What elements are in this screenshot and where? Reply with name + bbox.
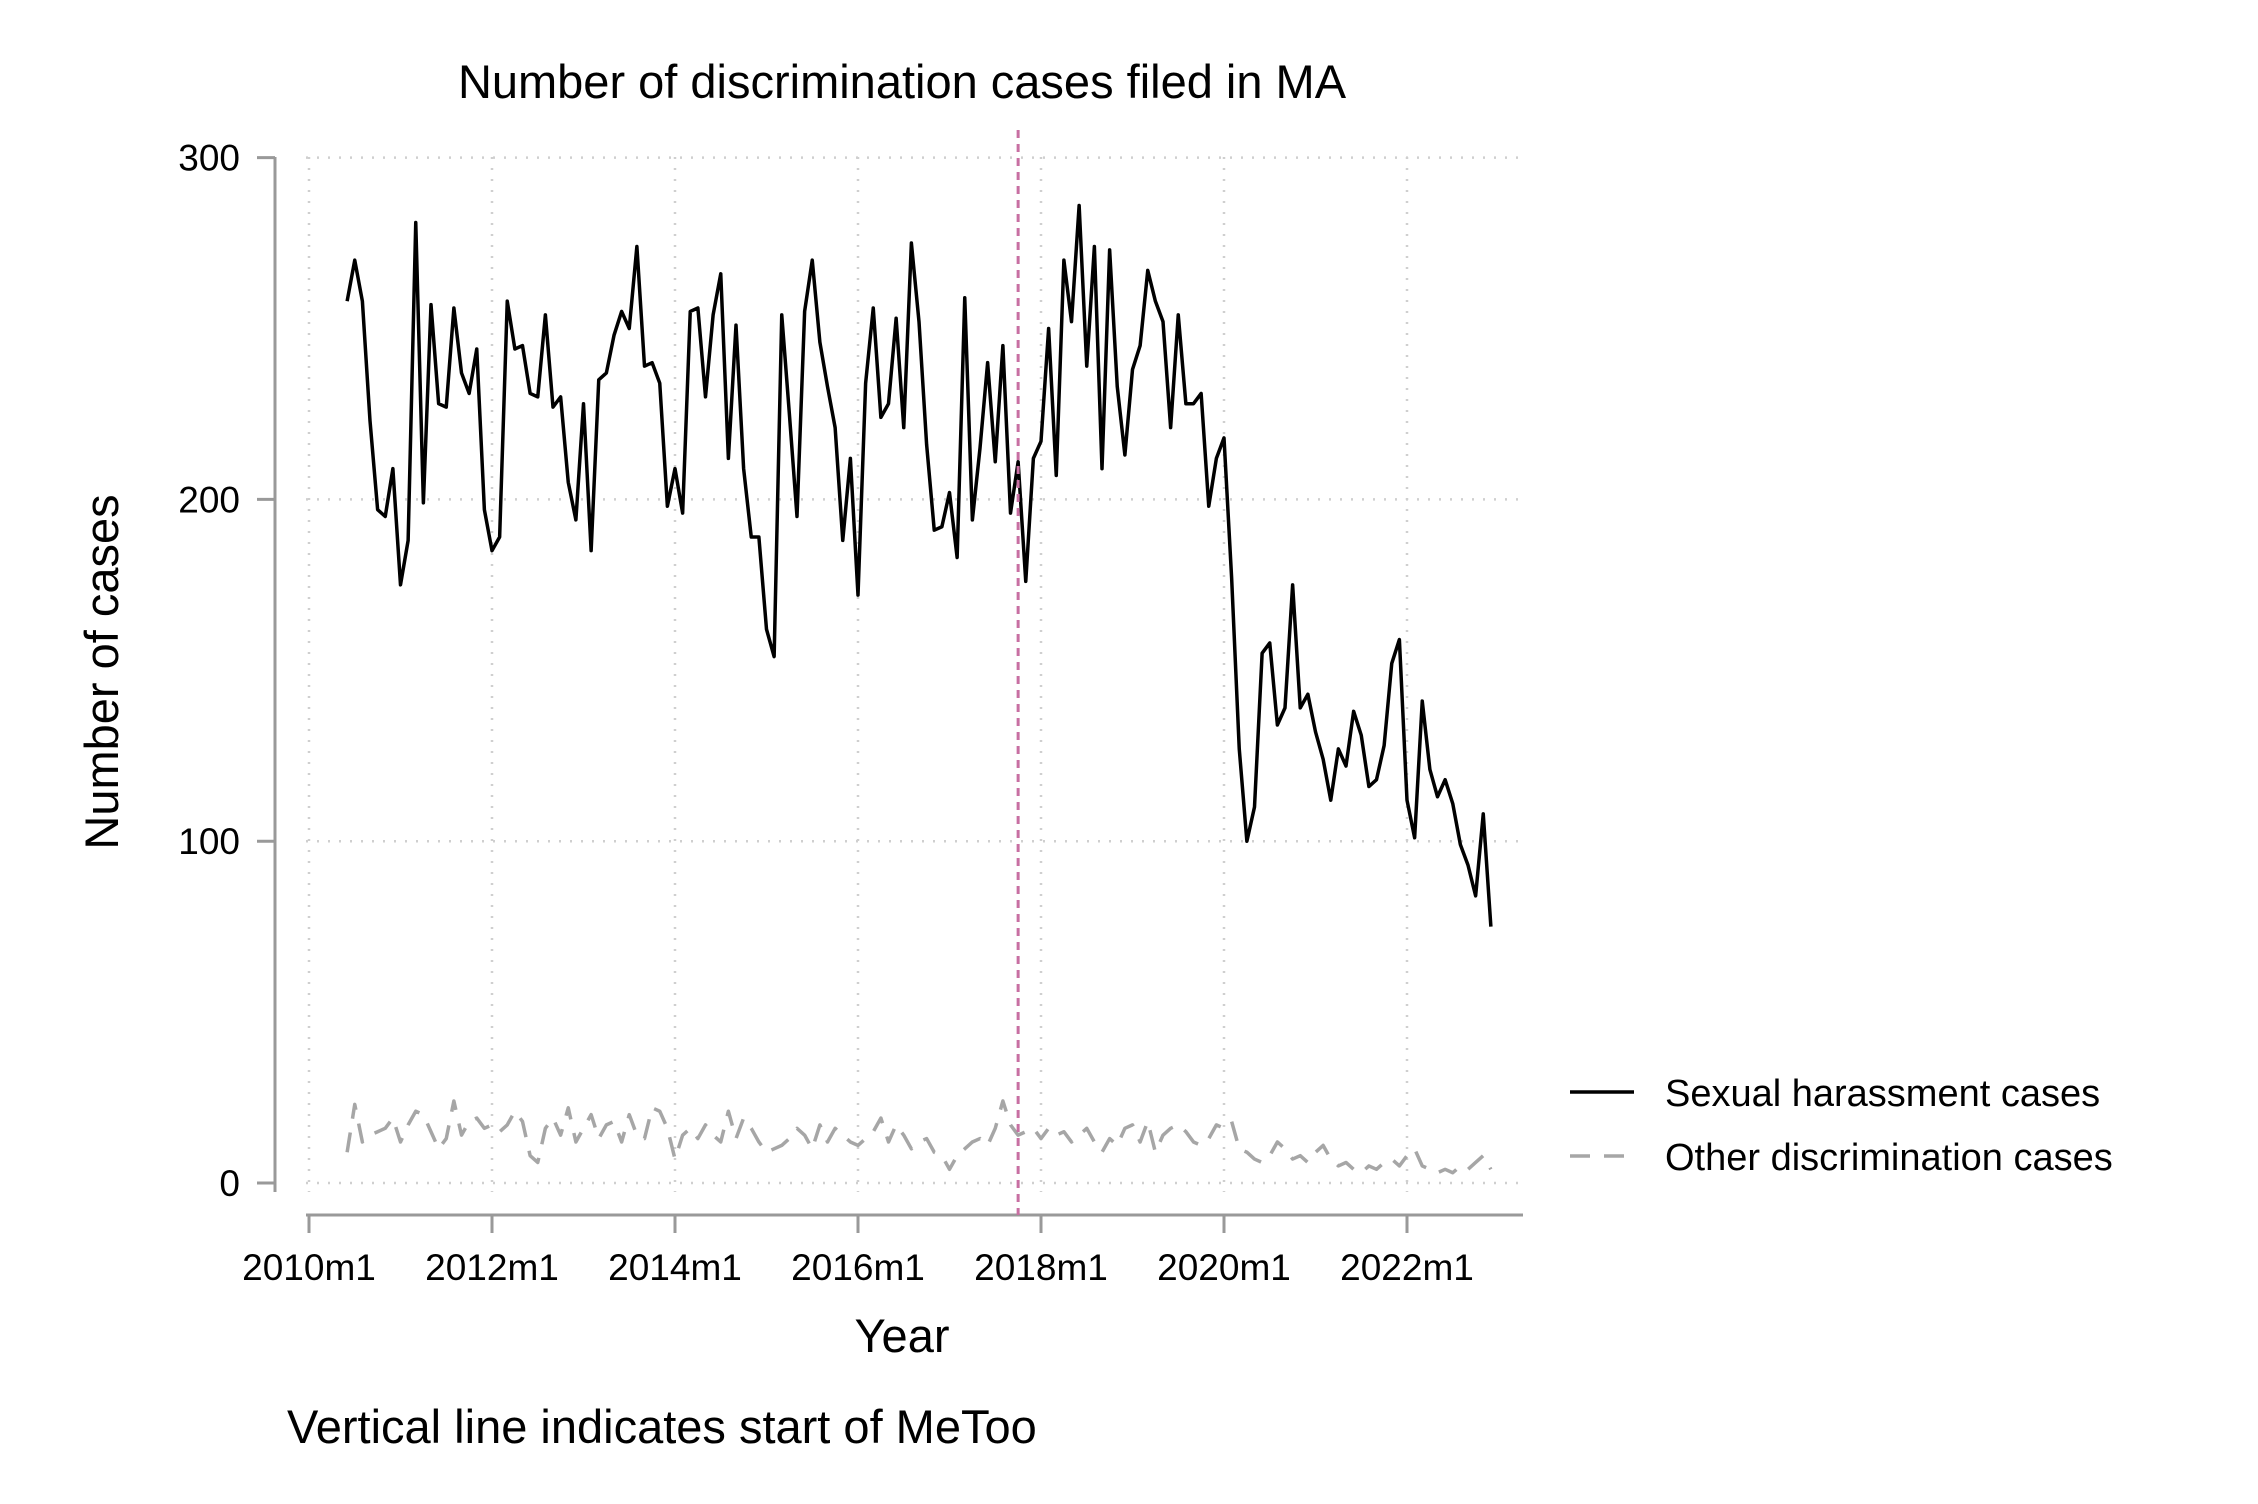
x-tick-label: 2012m1 [425,1247,559,1288]
y-tick-label: 0 [219,1163,240,1204]
x-tick-label: 2010m1 [242,1247,376,1288]
y-ticks: 0 100 200 300 [178,138,275,1204]
x-tick-label: 2016m1 [791,1247,925,1288]
x-tick-label: 2014m1 [608,1247,742,1288]
x-tick-label: 2022m1 [1340,1247,1474,1288]
series-line-other-discrimination-cases [345,1099,1493,1175]
x-axis-label: Year [855,1309,950,1362]
axes: 0 100 200 300 2010m1 2012m1 2014m1 2016m1 2018m… [178,138,1523,1288]
chart-note: Vertical line indicates start of MeToo [287,1400,1037,1453]
chart-title: Number of discrimination cases filed in … [458,55,1347,108]
legend-item-sexual-harassment: Sexual harassment cases [1570,1073,2100,1115]
y-tick-label: 200 [178,479,240,520]
y-tick-label: 300 [178,138,240,179]
legend-item-other-discrimination: Other discrimination cases [1570,1137,2113,1179]
legend: Sexual harassment cases Other discrimina… [1570,1073,2113,1179]
legend-label-sexual-harassment: Sexual harassment cases [1665,1073,2100,1115]
grid-lines [306,156,1523,1192]
x-tick-label: 2018m1 [974,1247,1108,1288]
y-tick-label: 100 [178,821,240,862]
y-axis-label: Number of cases [75,494,128,849]
series-line-sexual-harassment-cases [345,203,1493,927]
legend-label-other-discrimination: Other discrimination cases [1665,1137,2113,1179]
plot-area [345,130,1493,1215]
x-tick-label: 2020m1 [1157,1247,1291,1288]
x-ticks: 2010m1 2012m1 2014m1 2016m1 2018m1 2020m1 2022… [242,1215,1474,1288]
